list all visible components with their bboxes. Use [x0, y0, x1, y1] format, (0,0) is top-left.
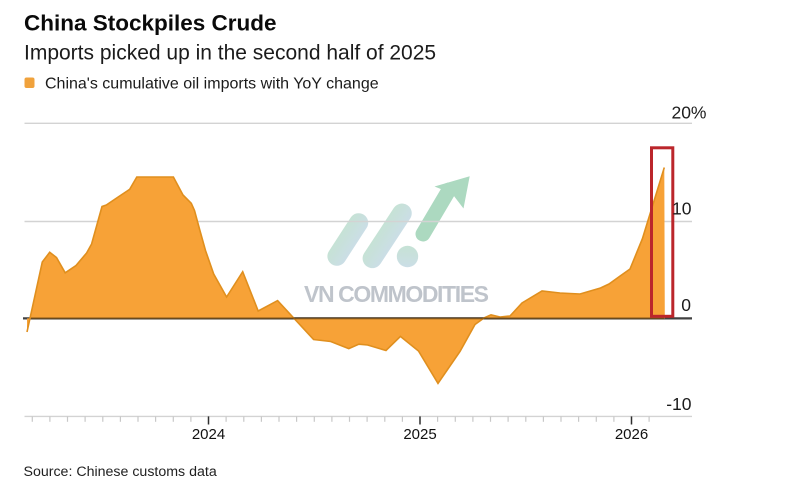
svg-text:VN COMMODITIES: VN COMMODITIES: [304, 281, 489, 307]
svg-text:Imports picked up in the secon: Imports picked up in the second half of …: [24, 42, 436, 65]
svg-text:2024: 2024: [192, 426, 225, 443]
svg-text:2025: 2025: [403, 426, 436, 443]
svg-text:China's cumulative oil imports: China's cumulative oil imports with YoY …: [45, 76, 379, 93]
svg-text:Source: Chinese customs data: Source: Chinese customs data: [24, 464, 217, 480]
svg-text:-10: -10: [666, 394, 692, 414]
svg-text:China Stockpiles Crude: China Stockpiles Crude: [24, 11, 277, 36]
svg-text:20%: 20%: [671, 103, 706, 123]
svg-text:0: 0: [681, 295, 691, 315]
svg-text:2026: 2026: [615, 426, 648, 443]
svg-text:10: 10: [672, 199, 692, 219]
